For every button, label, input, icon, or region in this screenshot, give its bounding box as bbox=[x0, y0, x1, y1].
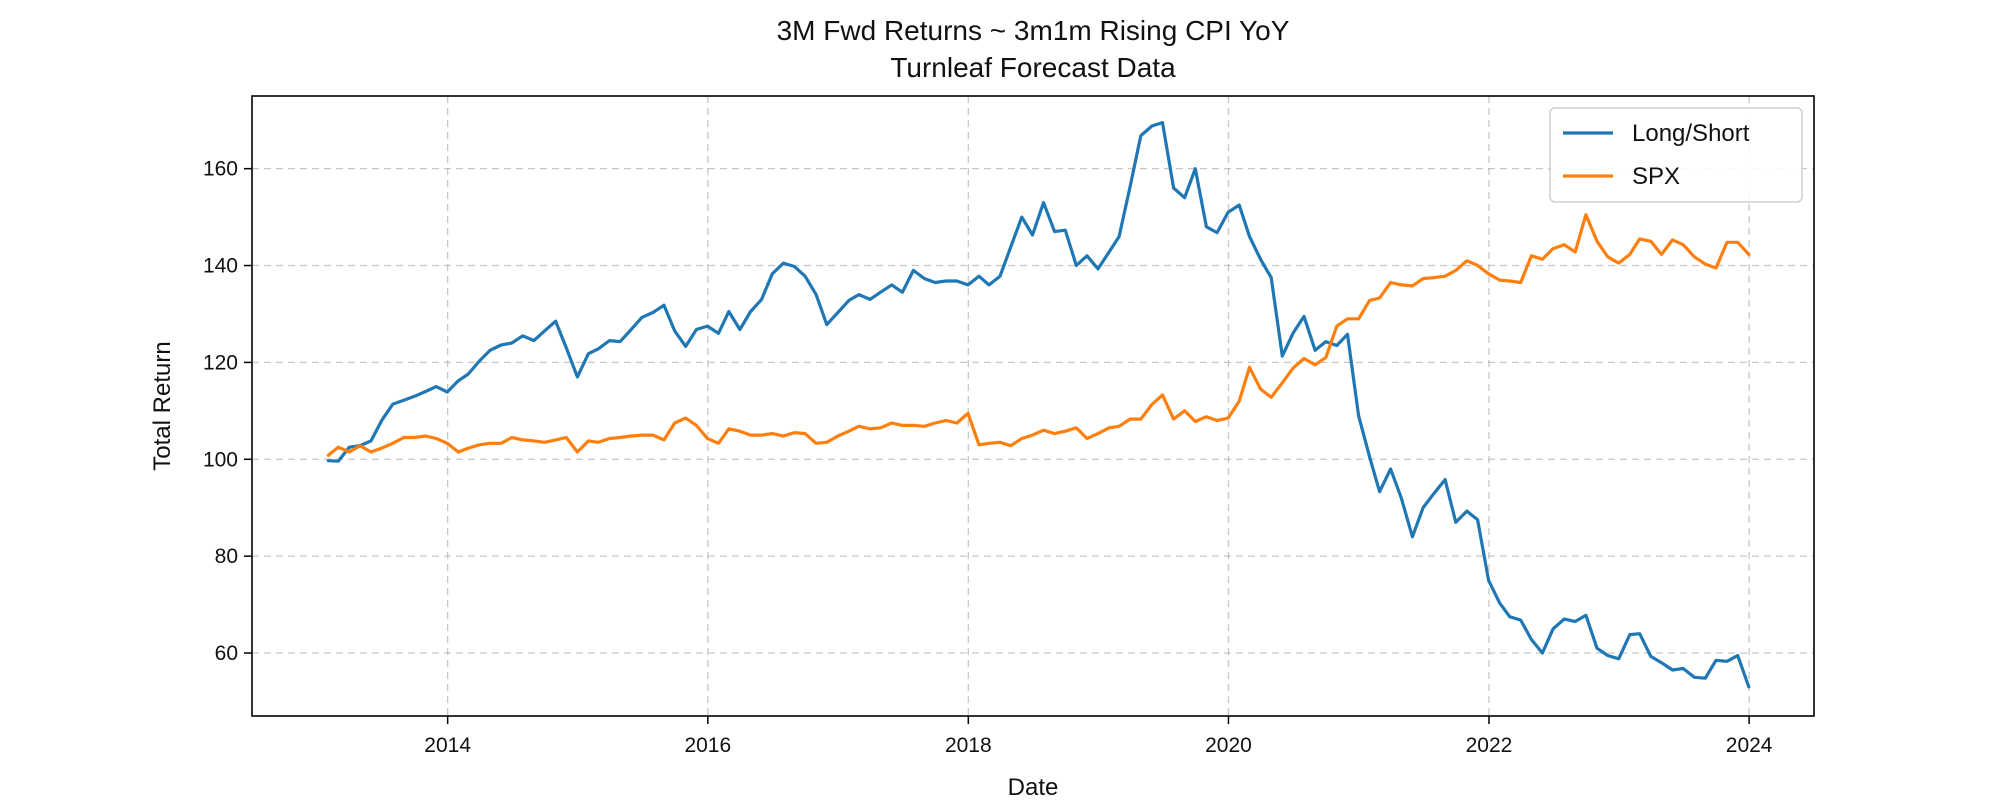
x-tick-label-2022: 2022 bbox=[1466, 734, 1513, 757]
plot-frame bbox=[251, 95, 1815, 717]
chart-subtitle: Turnleaf Forecast Data bbox=[890, 52, 1176, 83]
series-line-spx bbox=[326, 213, 1751, 457]
y-tick-label-140: 140 bbox=[203, 255, 238, 278]
y-tick-label-100: 100 bbox=[203, 448, 238, 471]
y-axis-ticks: 60 80 100 120 140 160 bbox=[203, 158, 252, 665]
y-tick-label-160: 160 bbox=[203, 158, 238, 181]
x-tick-label-2024: 2024 bbox=[1726, 734, 1773, 757]
legend: Long/Short SPX bbox=[1549, 107, 1803, 203]
series-line-long-short bbox=[326, 120, 1751, 689]
y-tick-label-80: 80 bbox=[215, 545, 238, 568]
x-tick-label-2018: 2018 bbox=[945, 734, 992, 757]
series-layer bbox=[326, 120, 1751, 689]
x-axis-label: Date bbox=[1008, 774, 1059, 800]
x-tick-label-2016: 2016 bbox=[684, 734, 731, 757]
y-axis-label: Total Return bbox=[149, 341, 176, 470]
y-tick-label-60: 60 bbox=[215, 642, 238, 665]
legend-label-long-short: Long/Short bbox=[1632, 120, 1750, 147]
x-tick-label-2020: 2020 bbox=[1205, 734, 1252, 757]
legend-label-spx: SPX bbox=[1632, 163, 1680, 190]
x-axis-ticks: 2014 2016 2018 2020 2022 2024 bbox=[424, 716, 1773, 757]
y-tick-label-120: 120 bbox=[203, 351, 238, 374]
x-tick-label-2014: 2014 bbox=[424, 734, 471, 757]
chart-title: 3M Fwd Returns ~ 3m1m Rising CPI YoY bbox=[777, 15, 1290, 46]
